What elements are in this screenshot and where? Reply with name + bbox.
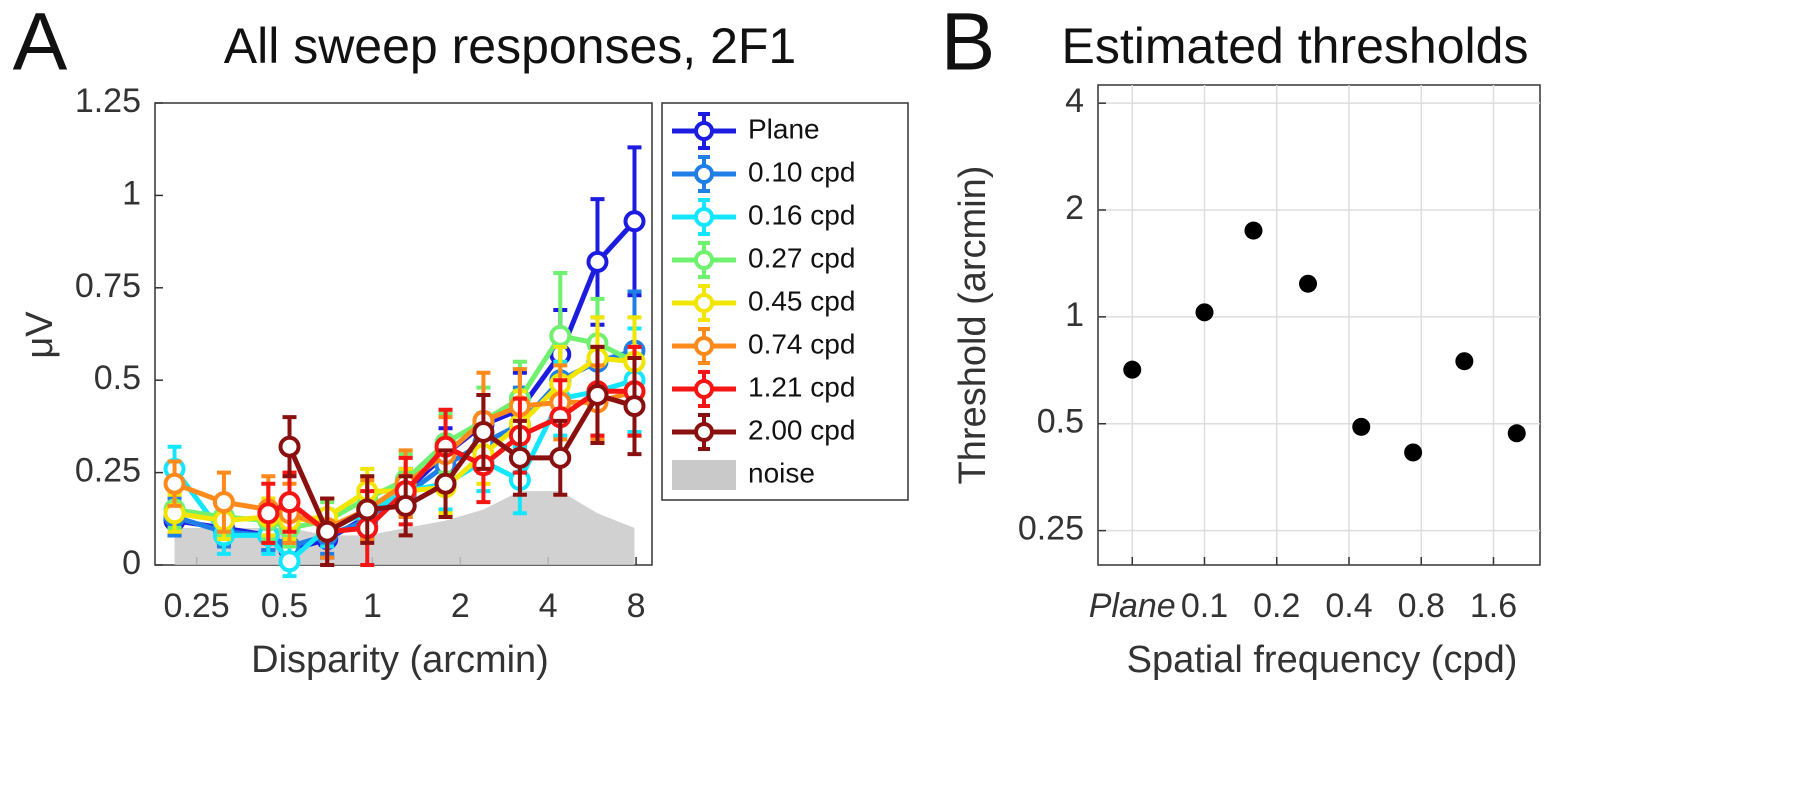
data-point — [1352, 417, 1371, 436]
y-tick-label: 1.25 — [75, 82, 141, 120]
data-point — [278, 435, 301, 458]
x-axis-title: Disparity (arcmin) — [251, 639, 549, 681]
legend-label: 0.45 cpd — [748, 285, 855, 316]
legend-marker — [694, 207, 714, 227]
x-tick-label: 0.25 — [164, 587, 230, 625]
data-point — [586, 250, 609, 273]
legend-marker — [694, 336, 714, 356]
y-tick-label: 0 — [122, 544, 141, 582]
x-tick-label: 0.2 — [1253, 587, 1300, 625]
data-point — [1299, 274, 1318, 293]
legend-marker — [694, 293, 714, 313]
data-point — [549, 446, 572, 469]
x-tick-label: 0.5 — [261, 587, 308, 625]
x-tick-label: 1.6 — [1470, 587, 1517, 625]
legend-label: 0.27 cpd — [748, 242, 855, 273]
data-point — [586, 383, 609, 406]
legend-marker — [694, 250, 714, 270]
legend-label: noise — [748, 457, 815, 488]
y-tick-label: 0.25 — [1018, 510, 1084, 548]
y-tick-label: 1 — [1065, 296, 1084, 334]
data-point — [163, 472, 186, 495]
data-point — [1404, 443, 1423, 462]
x-tick-label: 0.1 — [1181, 587, 1228, 625]
data-point — [278, 550, 301, 573]
legend-marker — [694, 164, 714, 184]
y-axis-title: Threshold (arcmin) — [952, 166, 994, 485]
data-point — [508, 446, 531, 469]
series-line — [287, 392, 636, 536]
x-tick-label: 1 — [363, 587, 382, 625]
plot-area — [1097, 84, 1541, 566]
data-point — [472, 420, 495, 443]
data-point — [394, 494, 417, 517]
data-point — [212, 491, 235, 514]
legend-label: 0.10 cpd — [748, 156, 855, 187]
series — [278, 344, 646, 567]
y-tick-label: 0.25 — [75, 452, 141, 490]
legend-swatch — [672, 460, 736, 490]
data-point — [434, 472, 457, 495]
x-tick-label: 2 — [451, 587, 470, 625]
data-point — [1244, 221, 1263, 240]
data-point — [1455, 352, 1474, 371]
data-point — [623, 210, 646, 233]
x-tick-label: 0.4 — [1325, 587, 1372, 625]
chart-title: Estimated thresholds — [1062, 18, 1529, 74]
y-tick-label: 0.5 — [1037, 403, 1084, 441]
data-point — [623, 395, 646, 418]
panel-letter: A — [13, 0, 68, 88]
legend-label: Plane — [748, 113, 820, 144]
data-point — [356, 498, 379, 521]
x-axis-title: Spatial frequency (cpd) — [1127, 639, 1518, 681]
data-point — [316, 520, 339, 543]
legend-label: 2.00 cpd — [748, 414, 855, 445]
legend-label: 1.21 cpd — [748, 371, 855, 402]
legend-marker — [694, 379, 714, 399]
y-tick-label: 2 — [1065, 189, 1084, 227]
y-axis-title: μV — [19, 311, 61, 359]
x-tick-label: 4 — [539, 587, 558, 625]
legend-label: 0.16 cpd — [748, 199, 855, 230]
panel-letter: B — [941, 0, 996, 88]
x-tick-label: Plane — [1089, 587, 1176, 625]
y-tick-label: 1 — [122, 174, 141, 212]
data-point — [278, 491, 301, 514]
data-point — [1195, 303, 1214, 322]
legend-label: 0.74 cpd — [748, 328, 855, 359]
y-tick-label: 4 — [1065, 82, 1084, 120]
data-point — [549, 324, 572, 347]
data-point — [1123, 360, 1142, 379]
legend-marker — [694, 121, 714, 141]
x-tick-label: 8 — [627, 587, 646, 625]
x-tick-label: 0.8 — [1398, 587, 1445, 625]
data-point — [257, 502, 280, 525]
data-point — [1507, 424, 1526, 443]
y-tick-label: 0.75 — [75, 267, 141, 305]
chart-title: All sweep responses, 2F1 — [224, 18, 797, 74]
legend-marker — [694, 422, 714, 442]
y-tick-label: 0.5 — [94, 359, 141, 397]
